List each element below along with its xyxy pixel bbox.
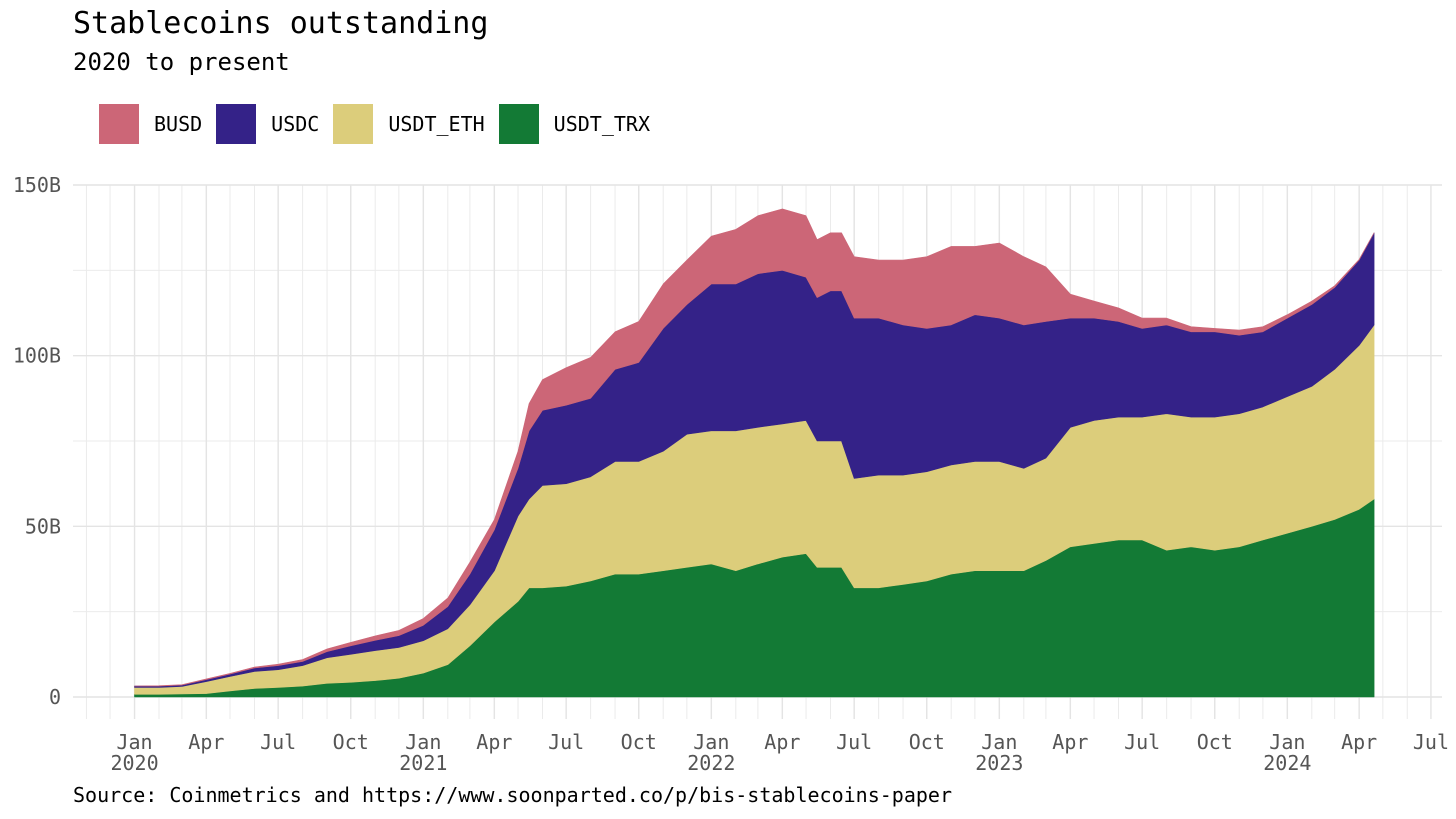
x-tick-label: Jul <box>548 730 584 754</box>
x-tick-label: Oct <box>333 730 369 754</box>
chart-legend: BUSD USDC USDT_ETH USDT_TRX <box>99 104 664 144</box>
x-tick-label: Jan <box>116 730 152 754</box>
y-tick-label: 100B <box>13 344 61 368</box>
x-tick-label: Jan <box>693 730 729 754</box>
legend-item-busd: BUSD <box>99 104 202 144</box>
legend-item-usdt-trx: USDT_TRX <box>498 104 650 144</box>
x-tick-year-label: 2023 <box>975 751 1023 775</box>
y-tick-label: 0 <box>49 685 61 709</box>
chart-title: Stablecoins outstanding <box>73 6 489 41</box>
legend-swatch <box>216 104 257 144</box>
legend-label: BUSD <box>154 112 203 136</box>
x-tick-label: Apr <box>1052 730 1088 754</box>
legend-swatch <box>99 104 139 144</box>
x-tick-label: Apr <box>1341 730 1377 754</box>
x-tick-year-label: 2020 <box>110 751 158 775</box>
y-tick-label: 150B <box>13 173 61 197</box>
x-tick-label: Jul <box>1413 730 1449 754</box>
legend-label: USDC <box>271 112 320 136</box>
source-note: Source: Coinmetrics and https://www.soon… <box>73 783 952 807</box>
area-series-busd <box>134 208 1375 687</box>
legend-item-usdt-eth: USDT_ETH <box>333 104 485 144</box>
x-tick-year-label: 2022 <box>687 751 735 775</box>
legend-label: USDT_ETH <box>388 112 485 136</box>
x-tick-label: Oct <box>909 730 945 754</box>
x-tick-label: Jan <box>1269 730 1305 754</box>
legend-label: USDT_TRX <box>553 112 650 136</box>
legend-swatch <box>498 104 539 144</box>
y-tick-label: 50B <box>25 514 61 538</box>
x-tick-label: Oct <box>621 730 657 754</box>
area-series <box>134 208 1375 698</box>
x-tick-year-label: 2024 <box>1263 751 1311 775</box>
x-tick-label: Apr <box>188 730 224 754</box>
x-tick-label: Jan <box>405 730 441 754</box>
chart-subtitle: 2020 to present <box>73 48 290 76</box>
x-tick-label: Jul <box>836 730 872 754</box>
legend-swatch <box>333 104 374 144</box>
x-tick-label: Apr <box>764 730 800 754</box>
x-tick-year-label: 2021 <box>399 751 447 775</box>
legend-item-usdc: USDC <box>216 104 319 144</box>
x-tick-label: Apr <box>476 730 512 754</box>
x-tick-label: Jul <box>1124 730 1160 754</box>
x-tick-label: Oct <box>1197 730 1233 754</box>
x-tick-label: Jul <box>260 730 296 754</box>
x-tick-label: Jan <box>981 730 1017 754</box>
